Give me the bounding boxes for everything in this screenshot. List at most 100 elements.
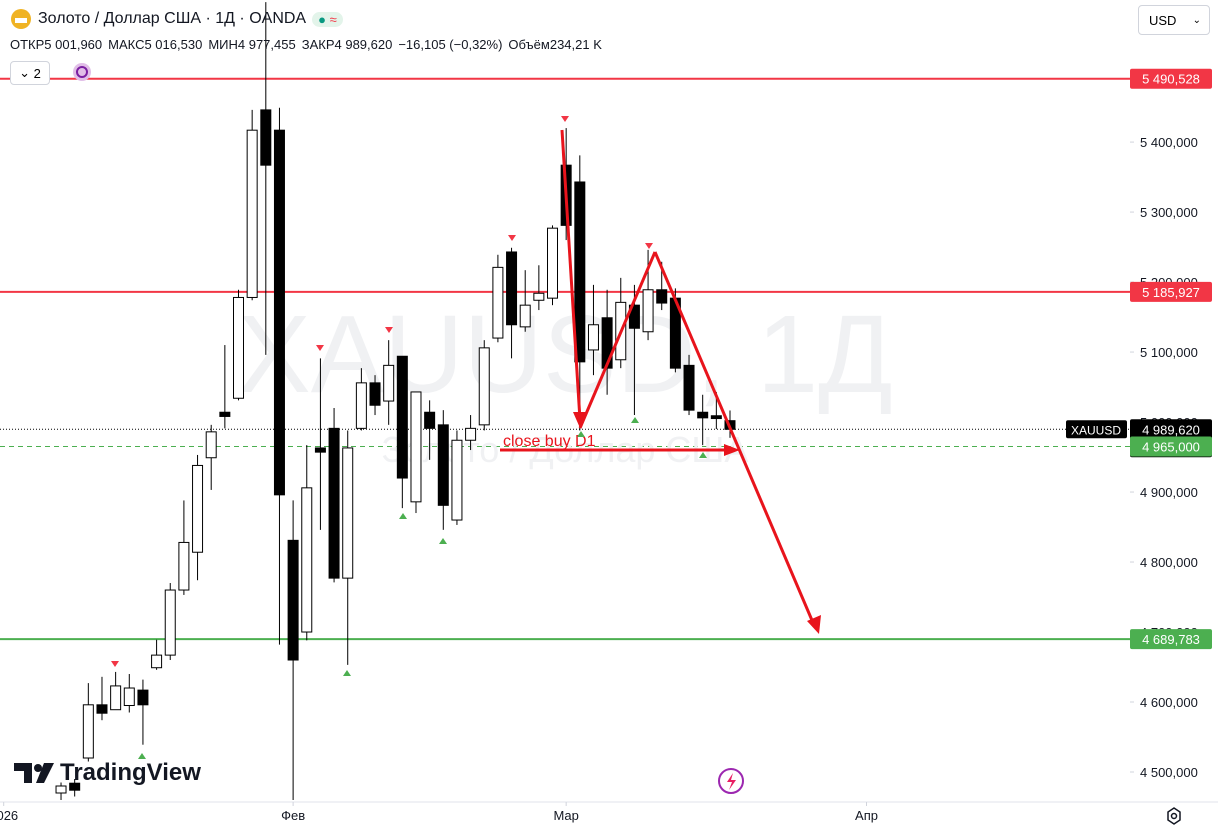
candle-body bbox=[192, 464, 204, 553]
indicator-count[interactable]: 2 bbox=[33, 65, 41, 81]
ohlc-key: ОТКР bbox=[10, 37, 45, 52]
y-tick-label: 5 100,000 bbox=[1140, 345, 1198, 360]
watermark-symbol: XAUUSD, 1Д bbox=[237, 293, 892, 416]
x-tick-label: Мар bbox=[553, 808, 578, 823]
settings-icon[interactable] bbox=[1167, 807, 1181, 825]
candle-body bbox=[301, 487, 313, 633]
candle-body bbox=[164, 589, 176, 656]
y-tick-label: 4 500,000 bbox=[1140, 765, 1198, 780]
brand-name: TradingView bbox=[60, 759, 201, 786]
volume-key: Объём bbox=[508, 37, 550, 52]
candle-body bbox=[683, 364, 695, 411]
symbol-tag: XAUUSD bbox=[1071, 423, 1121, 437]
candle-body bbox=[547, 227, 559, 299]
ohlc-key: МАКС bbox=[108, 37, 145, 52]
candle-body bbox=[628, 304, 640, 329]
candle-body bbox=[369, 382, 381, 406]
y-tick-label: 5 300,000 bbox=[1140, 205, 1198, 220]
drawing-line bbox=[578, 251, 657, 429]
currency-select[interactable]: USD ⌄ bbox=[1138, 5, 1210, 35]
lightning-icon bbox=[718, 768, 744, 794]
symbol-title: Золото / Доллар США · 1Д · OANDA bbox=[38, 10, 307, 27]
ohlc-value: 5 016,530 bbox=[144, 37, 203, 52]
drawings bbox=[500, 129, 821, 634]
candle-body bbox=[533, 292, 545, 301]
y-tick-label: 5 400,000 bbox=[1140, 135, 1198, 150]
background bbox=[0, 77, 1130, 641]
indicator-toggle[interactable]: ⌄ 2 bbox=[10, 61, 50, 85]
price-label: 5 490,528 bbox=[1142, 72, 1200, 87]
brand-logo: TradingView bbox=[14, 759, 201, 786]
candle-body bbox=[383, 364, 395, 402]
ohlc-value: 4 989,620 bbox=[334, 37, 393, 52]
ohlc-legend: ОТКР5 001,960 МАКС5 016,530 МИН4 977,455 ЗА… bbox=[10, 37, 608, 52]
candle-body bbox=[328, 427, 340, 579]
candle-body bbox=[178, 541, 190, 591]
icon-bolt bbox=[727, 773, 736, 790]
arrow-head bbox=[807, 615, 821, 634]
y-tick-label: 4 800,000 bbox=[1140, 555, 1198, 570]
candle-body bbox=[82, 704, 94, 759]
x-tick-label: Апр bbox=[855, 808, 878, 823]
y-tick-label: 4 900,000 bbox=[1140, 485, 1198, 500]
ohlc-key: МИН bbox=[208, 37, 238, 52]
candle-body bbox=[55, 785, 67, 794]
logo-mark bbox=[36, 763, 54, 783]
candle-body bbox=[437, 424, 449, 506]
price-label: 5 185,927 bbox=[1142, 285, 1200, 300]
candle-body bbox=[355, 382, 367, 429]
symbol-icon bbox=[11, 9, 31, 29]
candle-body bbox=[492, 266, 504, 339]
currency[interactable]: USD bbox=[1149, 12, 1177, 28]
candle-body bbox=[424, 411, 436, 429]
price-label: 4 965,000 bbox=[1142, 440, 1200, 455]
settings-dot[interactable] bbox=[1170, 812, 1178, 820]
volume-value: 234,21 K bbox=[549, 37, 602, 52]
settings-hex[interactable] bbox=[1167, 807, 1181, 825]
candle-body bbox=[519, 304, 531, 328]
annotation-text: close buy D1 bbox=[503, 433, 596, 450]
price-label-box bbox=[1130, 436, 1212, 457]
plot bbox=[55, 2, 736, 800]
candle-body bbox=[478, 347, 490, 426]
candle-body bbox=[260, 109, 272, 166]
ohlc-value: 5 001,960 bbox=[44, 37, 103, 52]
candle-body bbox=[205, 431, 217, 459]
candle-body bbox=[69, 782, 81, 791]
candle-body bbox=[314, 447, 326, 453]
price-label: 4 989,620 bbox=[1142, 422, 1200, 437]
candle-body bbox=[246, 129, 258, 298]
candle-body bbox=[587, 324, 599, 351]
candle-body bbox=[465, 427, 477, 441]
candle-body bbox=[410, 391, 422, 503]
status-badge[interactable]: ● ≈ bbox=[312, 11, 343, 27]
candle-body bbox=[396, 355, 408, 479]
candle-body bbox=[506, 251, 518, 326]
x-tick-label: 2026 bbox=[0, 808, 18, 823]
price-label-box bbox=[1130, 68, 1212, 89]
candle-body bbox=[123, 687, 135, 707]
candle-body bbox=[110, 685, 122, 711]
candle-body bbox=[233, 296, 245, 399]
candle-body bbox=[574, 181, 586, 363]
candle-body bbox=[710, 415, 722, 420]
logo-mark bbox=[14, 763, 32, 783]
price-change: −16,105 (−0,32%) bbox=[398, 37, 503, 52]
drawing-line bbox=[653, 251, 816, 626]
candle-body bbox=[642, 289, 654, 333]
price-label-box bbox=[1130, 629, 1212, 650]
drawing-line bbox=[560, 129, 582, 421]
candle-body bbox=[697, 411, 709, 419]
candle-body bbox=[137, 689, 149, 706]
sync-icon[interactable] bbox=[72, 62, 92, 82]
candle-body bbox=[273, 129, 285, 496]
candle-body bbox=[151, 654, 163, 669]
candle-body bbox=[96, 704, 108, 714]
symbol-tag-box bbox=[1066, 420, 1127, 439]
x-tick-label: Фев bbox=[281, 808, 305, 823]
price-label: 4 689,783 bbox=[1142, 632, 1200, 647]
